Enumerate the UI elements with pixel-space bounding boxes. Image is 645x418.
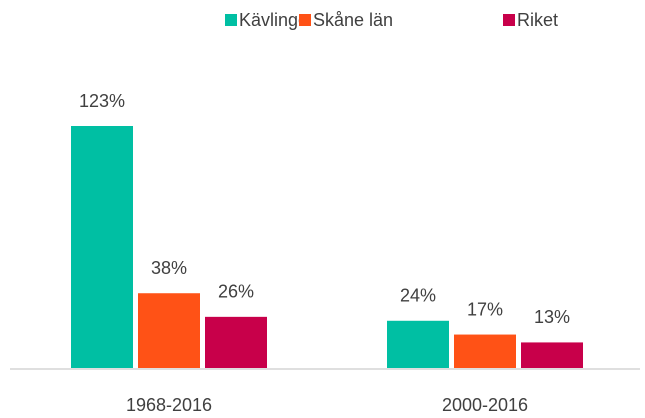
legend-label: Skåne län	[313, 10, 393, 30]
x-tick-label: 1968-2016	[126, 395, 212, 415]
bar	[71, 126, 133, 368]
value-label: 26%	[218, 282, 254, 302]
value-label: 17%	[467, 299, 503, 319]
legend-label: Riket	[517, 10, 558, 30]
bar	[387, 320, 449, 368]
x-tick-label: 2000-2016	[442, 395, 528, 415]
legend-swatch	[225, 14, 237, 26]
value-label: 38%	[151, 258, 187, 278]
bar	[454, 334, 516, 368]
bar	[205, 316, 267, 368]
legend-swatch	[503, 14, 515, 26]
legend-label: Kävlinge	[239, 10, 308, 30]
value-label: 24%	[400, 286, 436, 306]
value-label: 123%	[79, 91, 125, 111]
legend-swatch	[299, 14, 311, 26]
value-label: 13%	[534, 307, 570, 327]
bar	[521, 342, 583, 368]
bar	[138, 293, 200, 368]
